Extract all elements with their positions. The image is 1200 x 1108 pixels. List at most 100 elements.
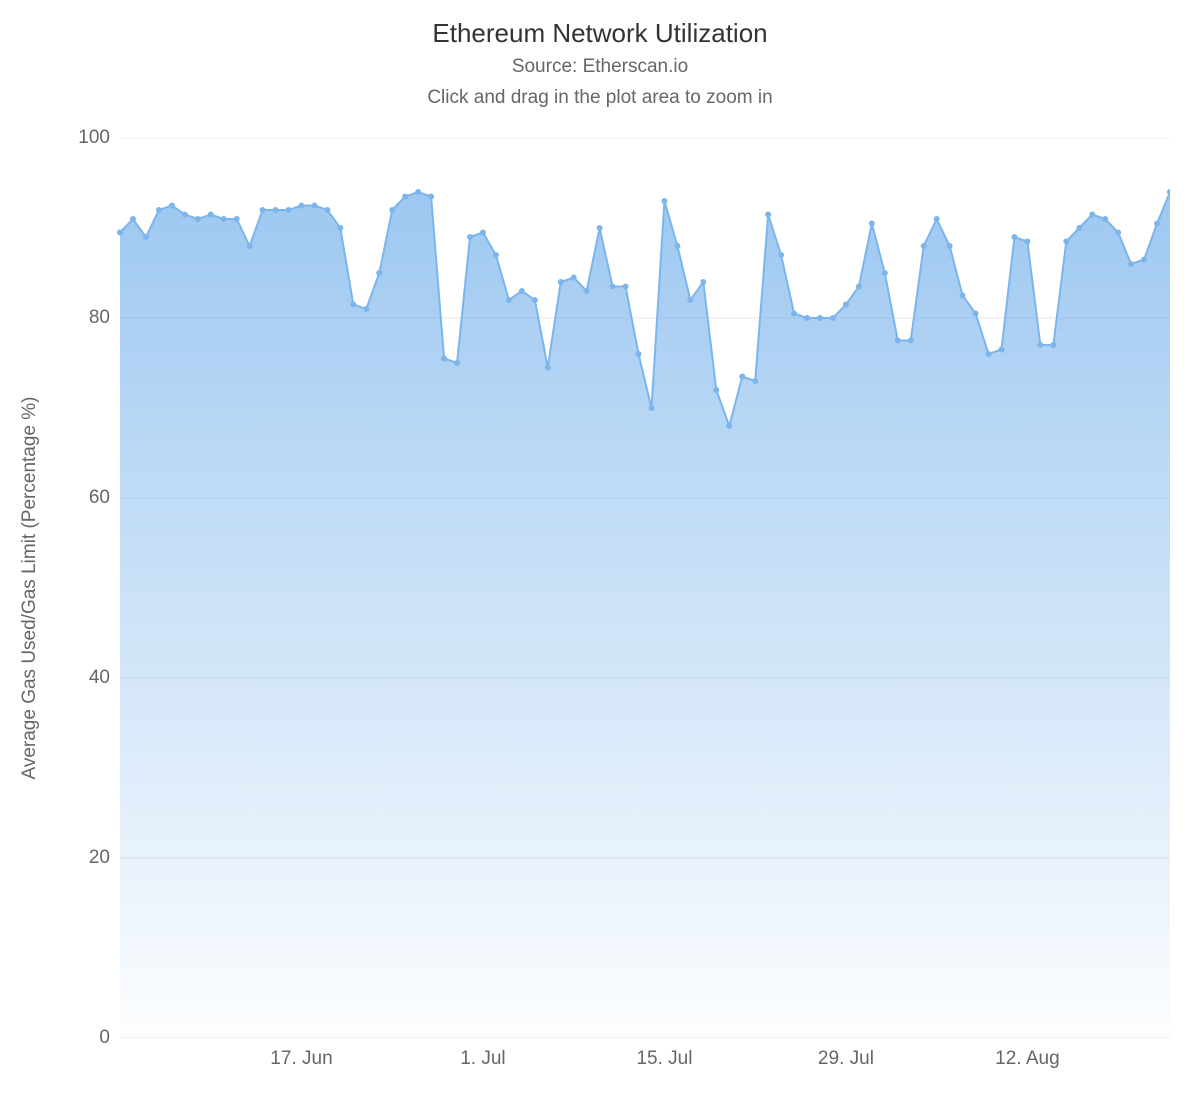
series-marker [740, 374, 745, 379]
series-marker [364, 307, 369, 312]
series-marker [351, 302, 356, 307]
series-marker [403, 194, 408, 199]
series-marker [1051, 343, 1056, 348]
series-marker [843, 302, 848, 307]
series-marker [999, 347, 1004, 352]
series-marker [584, 289, 589, 294]
series-marker [856, 284, 861, 289]
series-marker [156, 208, 161, 213]
series-marker [1155, 221, 1160, 226]
chart-container: Ethereum Network Utilization Source: Eth… [10, 18, 1190, 1098]
series-marker [299, 203, 304, 208]
series-marker [182, 212, 187, 217]
series-marker [1077, 226, 1082, 231]
y-tick-label: 100 [78, 127, 110, 149]
x-tick-label: 15. Jul [636, 1048, 692, 1070]
series-marker [442, 356, 447, 361]
series-marker [325, 208, 330, 213]
series-marker [818, 316, 823, 321]
series-marker [947, 244, 952, 249]
series-marker [312, 203, 317, 208]
series-marker [1168, 190, 1171, 195]
series-marker [1090, 212, 1095, 217]
series-area [120, 192, 1170, 1038]
series-marker [714, 388, 719, 393]
series-marker [545, 365, 550, 370]
series-marker [597, 226, 602, 231]
x-tick-label: 12. Aug [995, 1048, 1059, 1070]
y-tick-label: 60 [89, 487, 110, 509]
series-marker [727, 424, 732, 429]
series-marker [1038, 343, 1043, 348]
series-marker [480, 230, 485, 235]
series-marker [1142, 257, 1147, 262]
series-marker [662, 199, 667, 204]
series-marker [649, 406, 654, 411]
plot-area[interactable]: Average Gas Used/Gas Limit (Percentage %… [35, 138, 1170, 1038]
series-marker [143, 235, 148, 240]
series-marker [895, 338, 900, 343]
series-marker [571, 275, 576, 280]
series-marker [221, 217, 226, 222]
series-marker [169, 203, 174, 208]
series-marker [636, 352, 641, 357]
series-marker [519, 289, 524, 294]
y-tick-label: 20 [89, 847, 110, 869]
series-marker [208, 212, 213, 217]
plot-svg [35, 138, 1170, 1038]
series-marker [882, 271, 887, 276]
series-marker [1129, 262, 1134, 267]
series-marker [1012, 235, 1017, 240]
series-marker [493, 253, 498, 258]
series-marker [247, 244, 252, 249]
series-marker [130, 217, 135, 222]
series-marker [688, 298, 693, 303]
series-marker [506, 298, 511, 303]
series-marker [792, 311, 797, 316]
x-tick-label: 1. Jul [460, 1048, 505, 1070]
series-marker [908, 338, 913, 343]
series-marker [766, 212, 771, 217]
series-marker [273, 208, 278, 213]
series-marker [195, 217, 200, 222]
series-marker [286, 208, 291, 213]
series-marker [779, 253, 784, 258]
y-tick-label: 80 [89, 307, 110, 329]
series-marker [1025, 239, 1030, 244]
series-marker [468, 235, 473, 240]
series-marker [1116, 230, 1121, 235]
series-marker [1064, 239, 1069, 244]
series-marker [960, 293, 965, 298]
series-marker [558, 280, 563, 285]
series-marker [377, 271, 382, 276]
series-marker [805, 316, 810, 321]
chart-subtitle-hint: Click and drag in the plot area to zoom … [10, 84, 1190, 113]
series-marker [986, 352, 991, 357]
series-marker [532, 298, 537, 303]
series-marker [429, 194, 434, 199]
chart-title: Ethereum Network Utilization [10, 18, 1190, 49]
series-marker [390, 208, 395, 213]
series-marker [973, 311, 978, 316]
series-marker [830, 316, 835, 321]
x-tick-label: 17. Jun [270, 1048, 332, 1070]
series-marker [118, 230, 123, 235]
series-marker [675, 244, 680, 249]
x-tick-label: 29. Jul [818, 1048, 874, 1070]
series-marker [260, 208, 265, 213]
series-marker [623, 284, 628, 289]
y-tick-label: 0 [99, 1027, 110, 1049]
series-marker [934, 217, 939, 222]
series-marker [416, 190, 421, 195]
series-marker [455, 361, 460, 366]
series-marker [338, 226, 343, 231]
y-tick-label: 40 [89, 667, 110, 689]
series-marker [869, 221, 874, 226]
series-marker [610, 284, 615, 289]
series-marker [753, 379, 758, 384]
series-marker [921, 244, 926, 249]
chart-subtitle-source: Source: Etherscan.io [10, 53, 1190, 82]
series-marker [234, 217, 239, 222]
series-marker [701, 280, 706, 285]
series-marker [1103, 217, 1108, 222]
